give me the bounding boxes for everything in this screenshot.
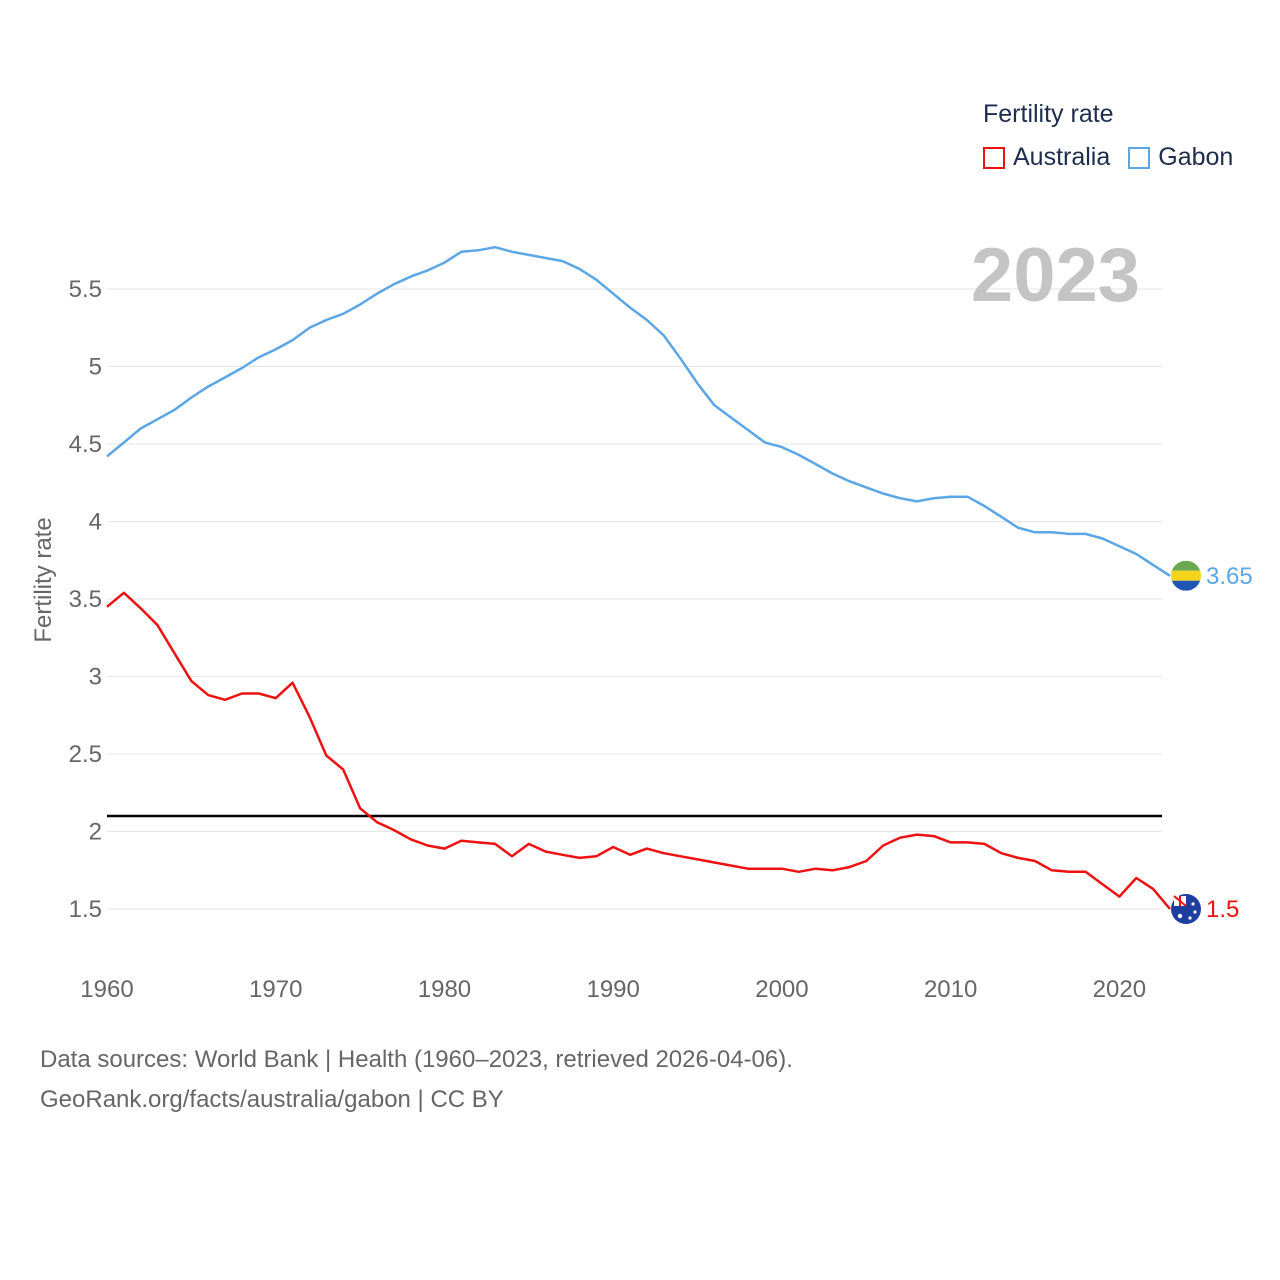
end-markers: 1.5 3.65 bbox=[1171, 560, 1253, 924]
legend-swatch-gabon bbox=[1128, 146, 1151, 169]
y-axis-label: Fertility rate bbox=[30, 517, 57, 642]
y-tick-label: 5.5 bbox=[69, 276, 102, 303]
end-value-label-australia: 1.5 bbox=[1206, 896, 1239, 923]
series-line-australia bbox=[106, 591, 1171, 910]
y-tick-label: 3 bbox=[89, 664, 102, 691]
legend-item-gabon[interactable]: Gabon bbox=[1128, 143, 1233, 172]
footer-sources: Data sources: World Bank | Health (1960–… bbox=[40, 1046, 793, 1073]
y-tick-label: 1.5 bbox=[69, 896, 102, 923]
gridlines bbox=[107, 288, 1162, 910]
y-tick-label: 4.5 bbox=[69, 431, 102, 458]
legend-swatch-australia bbox=[983, 146, 1005, 169]
flag-australia-icon bbox=[1171, 894, 1201, 924]
footer-credit[interactable]: GeoRank.org/facts/australia/gabon | CC B… bbox=[40, 1086, 504, 1113]
flag-stripe-blue bbox=[1171, 580, 1201, 591]
y-axis-ticks: 1.5 2 2.5 3 3.5 4 4.5 5 5.5 bbox=[69, 276, 102, 923]
flag-gabon-icon bbox=[1171, 560, 1201, 591]
y-tick-label: 2 bbox=[89, 819, 102, 846]
flag-star bbox=[1191, 902, 1195, 906]
y-tick-label: 4 bbox=[89, 509, 102, 536]
flag-star bbox=[1193, 910, 1197, 914]
legend: Australia Gabon bbox=[983, 143, 1251, 172]
legend-item-australia[interactable]: Australia bbox=[983, 143, 1110, 172]
x-tick-label: 2000 bbox=[755, 976, 808, 1003]
x-tick-label: 1970 bbox=[249, 976, 302, 1003]
x-tick-label: 2020 bbox=[1093, 976, 1146, 1003]
legend-title: Fertility rate bbox=[983, 100, 1114, 128]
x-tick-label: 1990 bbox=[586, 976, 639, 1003]
flag-star bbox=[1177, 913, 1183, 919]
legend-label-gabon: Gabon bbox=[1158, 143, 1234, 171]
series-line-gabon bbox=[106, 245, 1171, 577]
flag-stripe-green bbox=[1171, 560, 1201, 571]
x-tick-label: 1980 bbox=[418, 976, 471, 1003]
flag-star bbox=[1188, 916, 1192, 920]
x-tick-label: 2010 bbox=[924, 976, 977, 1003]
y-tick-label: 2.5 bbox=[69, 741, 102, 768]
x-axis-ticks: 1960 1970 1980 1990 2000 2010 2020 bbox=[80, 976, 1146, 1003]
x-tick-label: 1960 bbox=[80, 976, 133, 1003]
year-label: 2023 bbox=[970, 233, 1140, 318]
y-tick-label: 5 bbox=[89, 354, 102, 381]
flag-stripe-yellow bbox=[1171, 570, 1201, 581]
legend-label-australia: Australia bbox=[1013, 143, 1111, 171]
y-tick-label: 3.5 bbox=[69, 586, 102, 613]
series-lines bbox=[106, 245, 1171, 910]
end-value-label-gabon: 3.65 bbox=[1206, 563, 1253, 590]
